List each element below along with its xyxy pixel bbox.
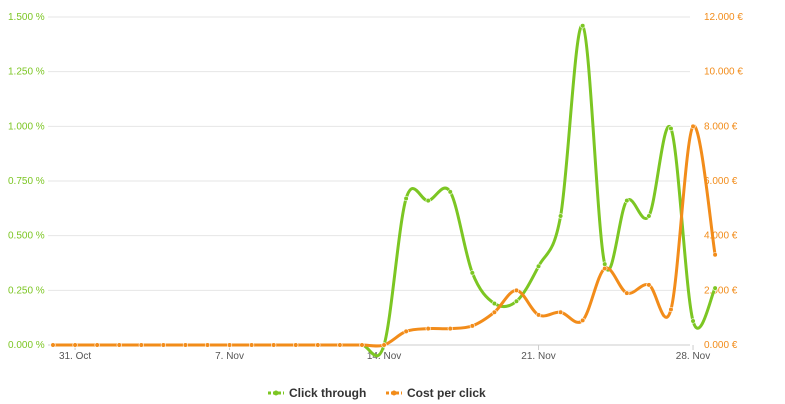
data-point-click-through[interactable] [447,189,453,195]
data-point-cost-per-click[interactable] [646,282,652,288]
y-left-tick-label: 0.000 % [8,340,45,351]
series-click-through [50,23,718,358]
gridlines [48,16,690,291]
data-point-cost-per-click[interactable] [116,342,122,348]
y-left-tick-label: 1.000 % [8,121,45,132]
data-point-click-through[interactable] [469,270,475,276]
y-left-tick-label: 1.250 % [8,67,45,78]
data-point-click-through[interactable] [580,23,586,29]
x-tick-label: 21. Nov [521,351,555,362]
data-point-cost-per-click[interactable] [315,342,321,348]
data-point-cost-per-click[interactable] [602,265,608,272]
legend-item-click-through[interactable]: Click through [268,386,366,400]
data-point-cost-per-click[interactable] [425,326,431,332]
data-point-click-through[interactable] [535,263,542,269]
data-point-cost-per-click[interactable] [182,342,189,348]
data-point-cost-per-click[interactable] [403,328,409,334]
data-point-cost-per-click[interactable] [447,326,453,332]
data-point-cost-per-click[interactable] [337,342,343,348]
data-point-cost-per-click[interactable] [690,123,696,129]
data-point-cost-per-click[interactable] [712,252,718,258]
data-point-cost-per-click[interactable] [226,342,233,348]
legend-label-cost-per-click: Cost per click [407,386,486,400]
data-point-cost-per-click[interactable] [138,342,144,348]
x-tick-label: 28. Nov [676,351,710,362]
series-layer [50,23,718,358]
data-point-cost-per-click[interactable] [580,317,586,324]
data-point-cost-per-click[interactable] [491,309,498,315]
data-point-click-through[interactable] [558,213,564,219]
data-point-cost-per-click[interactable] [513,287,520,293]
data-point-cost-per-click[interactable] [535,312,542,318]
data-point-click-through[interactable] [513,298,520,304]
data-point-click-through[interactable] [690,318,696,324]
data-point-cost-per-click[interactable] [359,342,365,348]
legend: Click through Cost per click [268,386,486,400]
data-point-cost-per-click[interactable] [94,342,100,348]
data-point-cost-per-click[interactable] [160,342,166,348]
x-tick-label: 31. Oct [59,351,91,362]
data-point-click-through[interactable] [668,125,674,132]
data-point-cost-per-click[interactable] [558,309,564,315]
x-tick-label: 14. Nov [367,351,401,362]
data-point-cost-per-click[interactable] [204,342,211,348]
data-point-cost-per-click[interactable] [381,342,387,348]
data-point-cost-per-click[interactable] [249,342,255,348]
data-point-click-through[interactable] [425,198,431,204]
right-axis: 0.000 € 2.000 € 4.000 € 6.000 € 8.000 € 10.00… [704,12,743,351]
legend-marker-cost-per-click [391,390,397,396]
data-point-click-through[interactable] [491,300,498,307]
y-right-tick-label: 8.000 € [704,121,738,132]
y-left-tick-label: 0.750 % [8,176,45,187]
data-point-click-through[interactable] [646,213,652,219]
data-point-click-through[interactable] [624,198,630,204]
legend-label-click-through: Click through [289,386,366,400]
y-left-tick-label: 1.500 % [8,12,45,23]
series-cost-per-click [50,123,718,348]
data-point-cost-per-click[interactable] [50,342,56,348]
y-right-tick-label: 10.000 € [704,67,743,78]
y-left-tick-label: 0.250 % [8,285,45,296]
data-point-cost-per-click[interactable] [72,342,78,348]
y-right-tick-label: 4.000 € [704,231,738,242]
data-point-click-through[interactable] [602,261,608,267]
y-right-tick-label: 12.000 € [704,12,743,23]
y-right-tick-label: 0.000 € [704,340,738,351]
y-left-tick-label: 0.500 % [8,231,45,242]
legend-marker-click-through [273,390,279,396]
data-point-click-through[interactable] [712,285,718,291]
data-point-cost-per-click[interactable] [624,290,630,296]
series-line-click-through [51,24,717,358]
data-point-cost-per-click[interactable] [271,342,277,348]
data-point-cost-per-click[interactable] [668,306,674,313]
data-point-cost-per-click[interactable] [469,323,475,329]
x-tick-label: 7. Nov [215,351,244,362]
data-point-click-through[interactable] [403,195,409,202]
data-point-cost-per-click[interactable] [293,342,299,348]
y-right-tick-label: 2.000 € [704,285,738,296]
y-right-tick-label: 6.000 € [704,176,738,187]
left-axis: 0.000 % 0.250 % 0.500 % 0.750 % 1.000 % 1.250… [8,12,45,351]
legend-item-cost-per-click[interactable]: Cost per click [386,386,486,400]
